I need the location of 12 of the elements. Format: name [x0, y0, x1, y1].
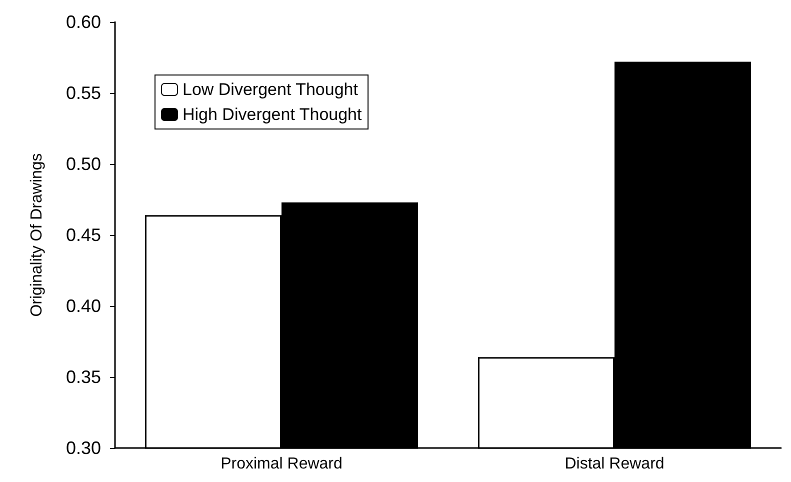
y-tick-label: 0.30 — [66, 438, 101, 458]
x-tick-label: Distal Reward — [564, 456, 664, 472]
legend-label: Low Divergent Thought — [182, 80, 358, 99]
y-tick-label: 0.60 — [66, 12, 101, 32]
y-tick-label: 0.55 — [66, 83, 101, 103]
y-axis-title: Originality Of Drawings — [28, 153, 46, 317]
x-tick-label: Proximal Reward — [220, 456, 342, 472]
y-tick-label: 0.40 — [66, 296, 101, 316]
y-tick-label: 0.45 — [66, 225, 101, 245]
legend-label: High Divergent Thought — [182, 105, 362, 124]
y-tick-label: 0.50 — [66, 154, 101, 174]
y-tick-label: 0.35 — [66, 367, 101, 387]
